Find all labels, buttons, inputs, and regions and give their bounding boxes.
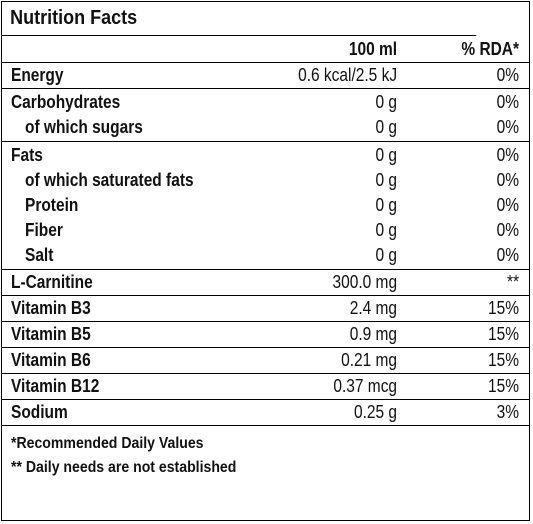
table-row: Vitamin B12 0.37 mcg 15% bbox=[2, 374, 529, 400]
nutrient-name: Vitamin B5 bbox=[11, 324, 91, 344]
nutrient-amount: 0 g bbox=[375, 195, 397, 215]
nutrient-amount: 0 g bbox=[375, 220, 397, 240]
nutrient-rda: ** bbox=[506, 272, 519, 292]
nutrient-name: of which saturated fats bbox=[25, 170, 194, 190]
nutrient-amount: 0 g bbox=[375, 245, 397, 265]
nutrient-amount: 2.4 mg bbox=[349, 298, 397, 318]
footnotes: *Recommended Daily Values ** Daily needs… bbox=[2, 426, 529, 480]
nutrient-name: L-Carnitine bbox=[11, 272, 93, 292]
nutrient-rda: 0% bbox=[496, 117, 519, 137]
nutrient-line: of which saturated fats 0 g 0% bbox=[2, 168, 529, 193]
nutrient-name: Vitamin B12 bbox=[11, 376, 100, 396]
nutrient-amount: 300.0 mg bbox=[332, 272, 397, 292]
nutrient-line: Sodium 0.25 g 3% bbox=[2, 400, 529, 425]
nutrient-amount: 0.6 kcal/2.5 kJ bbox=[298, 65, 397, 85]
nutrient-amount: 0.37 mcg bbox=[333, 376, 397, 396]
table-row: Vitamin B3 2.4 mg 15% bbox=[2, 296, 529, 322]
nutrient-line: Salt 0 g 0% bbox=[2, 243, 529, 268]
nutrient-line: Carbohydrates 0 g 0% bbox=[2, 90, 529, 115]
nutrient-rda: 3% bbox=[496, 402, 519, 422]
nutrient-line: Vitamin B5 0.9 mg 15% bbox=[2, 322, 529, 347]
nutrient-amount: 0 g bbox=[375, 92, 397, 112]
nutrient-rda: 0% bbox=[496, 245, 519, 265]
nutrient-rows: Energy 0.6 kcal/2.5 kJ 0% Carbohydrates 0 g 0… bbox=[2, 63, 529, 426]
nutrient-line: Fats 0 g 0% bbox=[2, 143, 529, 168]
nutrient-name: Vitamin B3 bbox=[11, 298, 91, 318]
table-row: Fats 0 g 0% of which saturated fats 0 g 0% Pro… bbox=[2, 142, 529, 270]
nutrient-name: Fiber bbox=[25, 220, 63, 240]
rda-column-header: % RDA* bbox=[461, 39, 519, 59]
nutrient-rda: 15% bbox=[488, 324, 519, 344]
nutrient-name: Protein bbox=[25, 195, 79, 215]
nutrient-name: Salt bbox=[25, 245, 54, 265]
nutrient-rda: 0% bbox=[496, 170, 519, 190]
nutrient-rda: 0% bbox=[496, 220, 519, 240]
nutrient-line: Energy 0.6 kcal/2.5 kJ 0% bbox=[2, 63, 529, 88]
nutrient-amount: 0 g bbox=[375, 170, 397, 190]
nutrient-rda: 0% bbox=[496, 92, 519, 112]
nutrient-amount: 0.9 mg bbox=[349, 324, 397, 344]
nutrient-name: Vitamin B6 bbox=[11, 350, 91, 370]
nutrient-amount: 0.25 g bbox=[353, 402, 397, 422]
footnote-rda: *Recommended Daily Values bbox=[2, 432, 529, 456]
table-row: Vitamin B6 0.21 mg 15% bbox=[2, 348, 529, 374]
nutrient-rda: 15% bbox=[488, 376, 519, 396]
nutrient-line: Vitamin B12 0.37 mcg 15% bbox=[2, 374, 529, 399]
nutrient-line: Vitamin B6 0.21 mg 15% bbox=[2, 348, 529, 373]
table-row: L-Carnitine 300.0 mg ** bbox=[2, 270, 529, 296]
nutrient-name: Fats bbox=[11, 145, 43, 165]
table-row: Vitamin B5 0.9 mg 15% bbox=[2, 322, 529, 348]
amount-column-header: 100 ml bbox=[348, 39, 397, 59]
table-header: 100 ml % RDA* bbox=[2, 36, 529, 63]
nutrient-line: L-Carnitine 300.0 mg ** bbox=[2, 270, 529, 295]
nutrient-amount: 0.21 mg bbox=[341, 350, 397, 370]
table-row: Sodium 0.25 g 3% bbox=[2, 400, 529, 426]
footnote-not-established-text: ** Daily needs are not established bbox=[11, 459, 237, 476]
nutrient-name: Sodium bbox=[11, 402, 68, 422]
nutrient-amount: 0 g bbox=[375, 145, 397, 165]
nutrient-name: Carbohydrates bbox=[11, 92, 121, 112]
nutrient-rda: 15% bbox=[488, 350, 519, 370]
nutrient-amount: 0 g bbox=[375, 117, 397, 137]
panel-title: Nutrition Facts bbox=[2, 2, 477, 36]
nutrient-rda: 15% bbox=[488, 298, 519, 318]
nutrient-line: of which sugars 0 g 0% bbox=[2, 115, 529, 140]
nutrient-rda: 0% bbox=[496, 145, 519, 165]
footnote-not-established: ** Daily needs are not established bbox=[2, 456, 529, 480]
nutrient-name: Energy bbox=[11, 65, 64, 85]
nutrient-rda: 0% bbox=[496, 65, 519, 85]
table-row: Carbohydrates 0 g 0% of which sugars 0 g 0% bbox=[2, 89, 529, 142]
nutrient-line: Vitamin B3 2.4 mg 15% bbox=[2, 296, 529, 321]
nutrient-line: Fiber 0 g 0% bbox=[2, 218, 529, 243]
nutrient-rda: 0% bbox=[496, 195, 519, 215]
table-row: Energy 0.6 kcal/2.5 kJ 0% bbox=[2, 63, 529, 89]
header-line: 100 ml % RDA* bbox=[2, 36, 529, 62]
nutrient-line: Protein 0 g 0% bbox=[2, 193, 529, 218]
footnote-rda-text: *Recommended Daily Values bbox=[11, 435, 204, 452]
nutrient-name: of which sugars bbox=[25, 117, 143, 137]
